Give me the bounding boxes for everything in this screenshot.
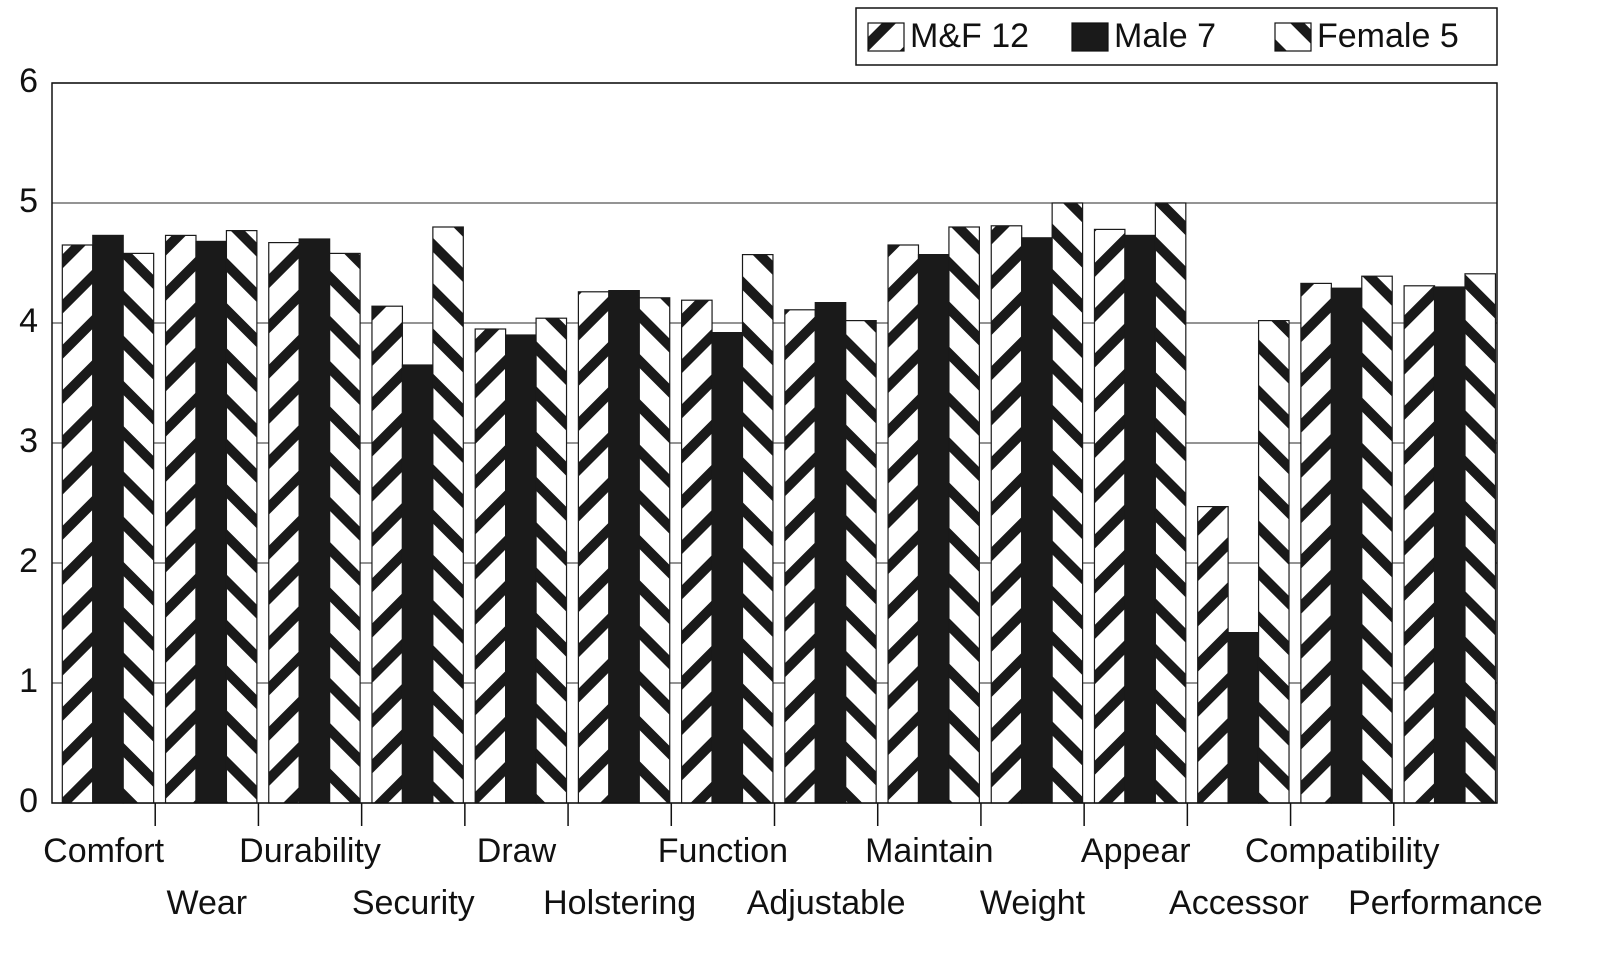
y-tick-label: 0 bbox=[19, 782, 38, 820]
legend-label: Female 5 bbox=[1317, 17, 1459, 55]
x-tick-label: Compatibility bbox=[1245, 832, 1440, 870]
bar bbox=[268, 242, 300, 804]
legend-swatch bbox=[1071, 22, 1109, 52]
bar bbox=[711, 332, 744, 804]
bar bbox=[1361, 275, 1393, 804]
bar bbox=[1300, 282, 1332, 804]
x-tick-label: Draw bbox=[477, 832, 557, 870]
x-tick-label: Security bbox=[352, 884, 475, 922]
x-tick-label: Maintain bbox=[865, 832, 994, 870]
y-tick-label: 2 bbox=[19, 542, 38, 580]
bar bbox=[681, 299, 713, 804]
x-tick-label: Accessor bbox=[1169, 884, 1309, 922]
y-tick-label: 4 bbox=[19, 302, 38, 340]
legend-swatch bbox=[1274, 22, 1312, 52]
bar bbox=[608, 290, 640, 804]
bar bbox=[814, 302, 847, 804]
bar bbox=[845, 320, 877, 804]
bar bbox=[741, 254, 774, 804]
bar bbox=[401, 364, 434, 804]
bar bbox=[195, 240, 228, 804]
bar bbox=[164, 234, 197, 804]
plot-border bbox=[51, 82, 1498, 804]
bar bbox=[1433, 286, 1466, 804]
bar bbox=[1051, 202, 1084, 804]
y-tick-label: 6 bbox=[19, 62, 38, 100]
bar bbox=[61, 244, 94, 804]
bar bbox=[1021, 237, 1053, 804]
bar bbox=[329, 252, 361, 804]
bar bbox=[577, 291, 610, 804]
legend-swatch bbox=[867, 22, 905, 52]
y-tick-label: 1 bbox=[19, 662, 38, 700]
bar bbox=[917, 254, 950, 804]
bar bbox=[298, 238, 331, 804]
x-tick-label: Weight bbox=[980, 884, 1086, 922]
bar bbox=[1124, 234, 1156, 804]
bar bbox=[1464, 273, 1497, 804]
x-tick-label: Adjustable bbox=[747, 884, 906, 922]
bar bbox=[1330, 287, 1363, 804]
legend-label: Male 7 bbox=[1114, 17, 1216, 55]
bar bbox=[1257, 320, 1290, 804]
bar bbox=[1227, 631, 1260, 804]
bar bbox=[1403, 285, 1436, 804]
bar bbox=[990, 225, 1023, 804]
y-tick-label: 5 bbox=[19, 182, 38, 220]
x-tick-label: Holstering bbox=[543, 884, 696, 922]
bar bbox=[535, 317, 568, 804]
bar bbox=[1154, 202, 1187, 804]
y-tick-label: 3 bbox=[19, 422, 38, 460]
bar bbox=[784, 309, 816, 804]
x-tick-label: Appear bbox=[1081, 832, 1191, 870]
x-tick-label: Performance bbox=[1348, 884, 1543, 922]
x-tick-label: Wear bbox=[167, 884, 248, 922]
bar bbox=[1093, 228, 1126, 804]
bar bbox=[638, 297, 671, 804]
bar bbox=[474, 328, 507, 804]
bar bbox=[948, 226, 980, 804]
bar bbox=[122, 252, 155, 804]
bar bbox=[371, 305, 404, 804]
x-tick-label: Comfort bbox=[43, 832, 164, 870]
bar bbox=[505, 334, 537, 804]
x-tick-label: Durability bbox=[239, 832, 381, 870]
bar bbox=[1197, 506, 1229, 804]
bar bbox=[225, 230, 258, 804]
bar bbox=[92, 234, 124, 804]
x-tick-label: Function bbox=[658, 832, 788, 870]
bar bbox=[432, 226, 464, 804]
legend-box bbox=[855, 7, 1498, 66]
bar bbox=[887, 244, 920, 804]
legend-label: M&F 12 bbox=[910, 17, 1029, 55]
